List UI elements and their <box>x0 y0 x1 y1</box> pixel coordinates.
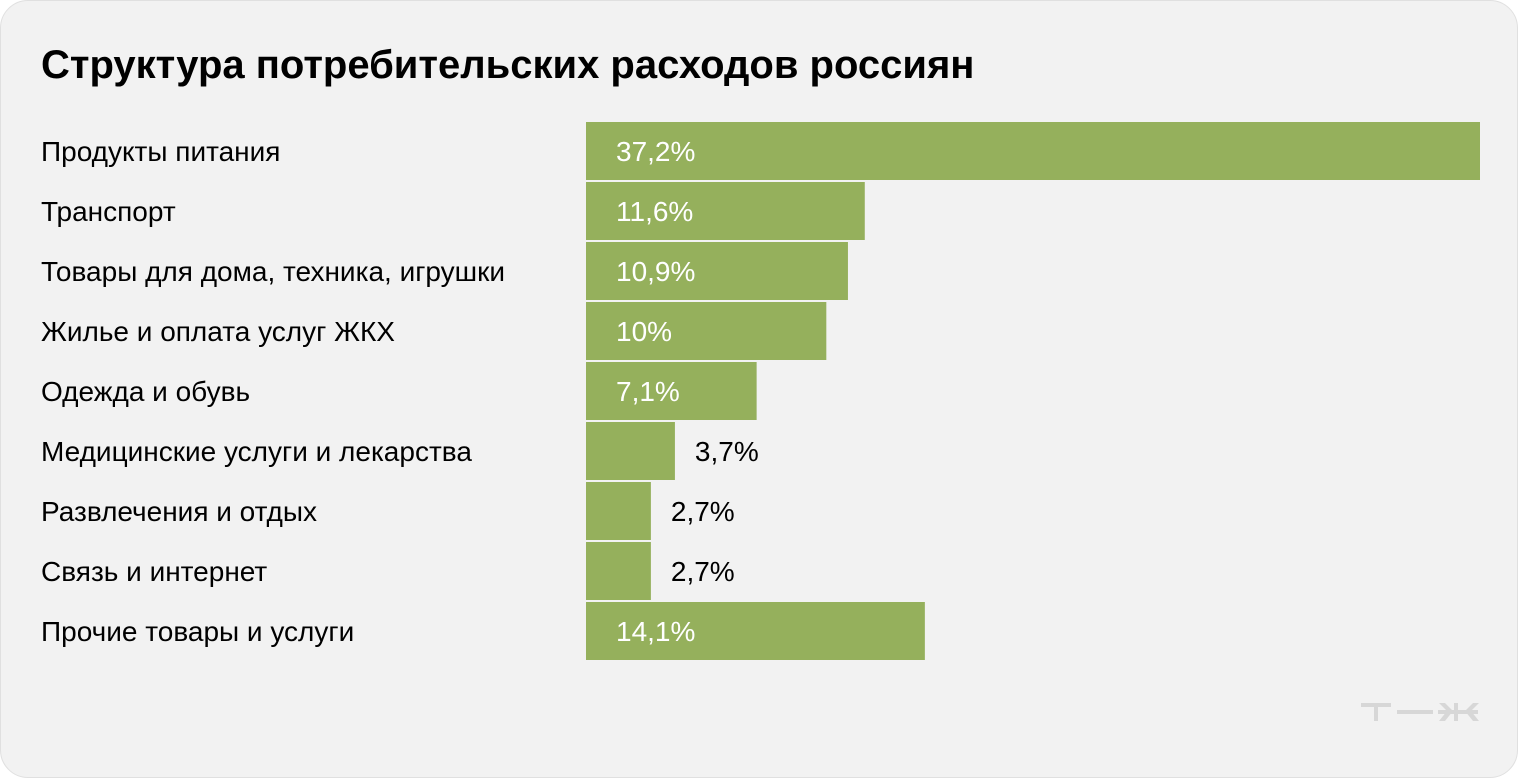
value-label-2: 11,6% <box>616 196 693 227</box>
category-label-2: Транспорт <box>41 196 176 227</box>
value-label-5: 7,1% <box>616 376 680 407</box>
value-labels-group: 37,2% 11,6% 10,9% 10% 7,1% 3,7% 2,7% 2,7% 14,1% <box>616 136 759 647</box>
bar-7 <box>586 482 651 540</box>
tzh-logo-icon <box>1361 703 1479 721</box>
category-label-8: Связь и интернет <box>41 556 267 587</box>
value-label-9: 14,1% <box>616 616 695 647</box>
bar-8 <box>586 542 651 600</box>
value-label-1: 37,2% <box>616 136 695 167</box>
value-label-7: 2,7% <box>671 496 735 527</box>
category-label-5: Одежда и обувь <box>41 376 250 407</box>
bar-4 <box>586 302 827 360</box>
bar-3 <box>586 242 848 300</box>
category-labels-group: Продукты питания Транспорт Товары для дома… <box>41 136 505 647</box>
category-label-4: Жилье и оплата услуг ЖКХ <box>41 316 395 347</box>
category-label-3: Товары для дома, техника, игрушки <box>41 256 505 287</box>
value-label-4: 10% <box>616 316 672 347</box>
bar-6 <box>586 422 675 480</box>
bar-9 <box>586 602 925 660</box>
chart-title: Структура потребительских расходов росси… <box>41 43 975 87</box>
value-label-3: 10,9% <box>616 256 695 287</box>
category-label-6: Медицинские услуги и лекарства <box>41 436 472 467</box>
bar-5 <box>586 362 757 420</box>
value-label-8: 2,7% <box>671 556 735 587</box>
category-label-7: Развлечения и отдых <box>41 496 317 527</box>
category-label-1: Продукты питания <box>41 136 280 167</box>
category-label-9: Прочие товары и услуги <box>41 616 354 647</box>
bar-1 <box>586 122 1480 180</box>
bars-group <box>586 122 1480 660</box>
bar-2 <box>586 182 865 240</box>
value-label-6: 3,7% <box>695 436 759 467</box>
